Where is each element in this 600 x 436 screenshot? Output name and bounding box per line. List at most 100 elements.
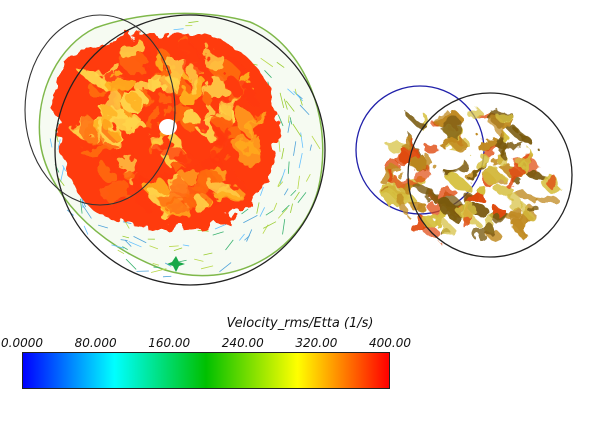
streamline: [153, 266, 160, 269]
velocity-patch: [183, 111, 200, 128]
velocity-patch: [494, 133, 505, 149]
streamline: [128, 241, 142, 248]
streamline: [293, 90, 303, 102]
visualization-scene: [24, 12, 573, 286]
streamline: [281, 204, 290, 213]
streamline: [194, 258, 204, 262]
streamline: [277, 207, 288, 219]
velocity-patch: [504, 118, 515, 133]
velocity-patch: [229, 126, 243, 141]
velocity-patch: [387, 171, 397, 185]
streamline: [173, 28, 184, 31]
velocity-patch: [396, 191, 406, 213]
streamline: [212, 231, 224, 236]
streamline: [263, 221, 277, 229]
velocity-patch: [77, 115, 96, 140]
velocity-patch: [79, 70, 112, 90]
streamline: [203, 252, 213, 256]
velocity-patch: [193, 195, 207, 216]
velocity-patch: [440, 220, 453, 238]
colorbar-tick-label: 400.00: [369, 336, 411, 350]
colorbar-tick-label: 160.00: [148, 336, 191, 350]
velocity-patch: [509, 127, 526, 140]
velocity-patch: [423, 141, 441, 157]
velocity-patch: [440, 135, 456, 149]
streamline: [124, 239, 132, 247]
colorbar-title: Velocity_rms/Etta (1/s): [226, 316, 374, 331]
streamline: [309, 144, 312, 151]
velocity-patch: [511, 213, 528, 235]
colorbar-tick-label: 0.0000: [1, 336, 43, 350]
velocity-patch: [521, 168, 547, 178]
velocity-patch: [172, 152, 199, 167]
streamline: [279, 92, 285, 109]
colorbar: [22, 352, 390, 389]
velocity-patch: [500, 139, 522, 157]
velocity-patch: [459, 189, 471, 202]
streamline: [283, 98, 288, 110]
velocity-patch: [214, 99, 241, 118]
streamline: [297, 192, 307, 204]
right-velocity-patches: [378, 106, 563, 241]
velocity-patch: [104, 90, 123, 110]
colorbar-tick-label: 240.00: [221, 336, 264, 350]
velocity-patch: [446, 175, 470, 189]
streamline: [277, 181, 284, 188]
streamline: [277, 114, 284, 127]
streamline: [278, 140, 281, 152]
streamline: [287, 120, 291, 133]
left-boundary-circle: [54, 14, 326, 286]
streamline: [197, 230, 209, 232]
streamline: [243, 215, 258, 224]
streamline: [133, 235, 147, 244]
velocity-patch: [123, 40, 145, 63]
streamline: [173, 247, 183, 251]
streamline: [188, 21, 199, 24]
streamline: [264, 70, 272, 78]
streamline: [111, 244, 124, 249]
velocity-patch: [151, 73, 164, 94]
velocity-patch: [494, 184, 515, 198]
streamline: [169, 245, 179, 247]
streamline: [287, 161, 290, 174]
streamline: [289, 117, 293, 125]
velocity-patch: [186, 66, 199, 93]
left-boundary-ellipse: [24, 14, 176, 206]
velocity-patch: [81, 141, 117, 158]
velocity-patch: [237, 109, 256, 136]
streamline: [219, 262, 232, 273]
velocity-patch: [444, 114, 460, 140]
velocity-patch: [104, 74, 137, 94]
velocity-patch: [102, 105, 119, 137]
streamline: [285, 100, 295, 112]
streamline: [299, 104, 310, 116]
streamline: [241, 208, 249, 215]
streamline: [214, 222, 230, 230]
streamline: [300, 132, 304, 148]
streamline: [62, 165, 66, 172]
streamline: [294, 191, 300, 201]
streamline: [98, 224, 108, 229]
streamline: [60, 166, 65, 183]
streamline: [125, 258, 137, 270]
streamline: [82, 205, 92, 219]
velocity-patch: [159, 93, 172, 107]
streamline: [290, 203, 293, 213]
streamline: [152, 263, 160, 266]
velocity-patch: [201, 90, 213, 107]
velocity-patch: [453, 201, 480, 218]
streamline: [292, 123, 302, 138]
velocity-patch: [100, 179, 129, 202]
velocity-patch: [529, 205, 539, 215]
velocity-patch: [216, 190, 239, 203]
colorbar-tick-label: 80.000: [74, 336, 117, 350]
velocity-patch: [203, 51, 225, 71]
streamline: [244, 235, 251, 241]
streamline: [225, 239, 234, 251]
velocity-patch: [224, 75, 245, 99]
streamline: [279, 168, 286, 184]
velocity-patch: [160, 180, 187, 208]
velocity-patch: [201, 149, 220, 173]
velocity-patch: [130, 95, 143, 111]
velocity-patch: [506, 194, 522, 209]
